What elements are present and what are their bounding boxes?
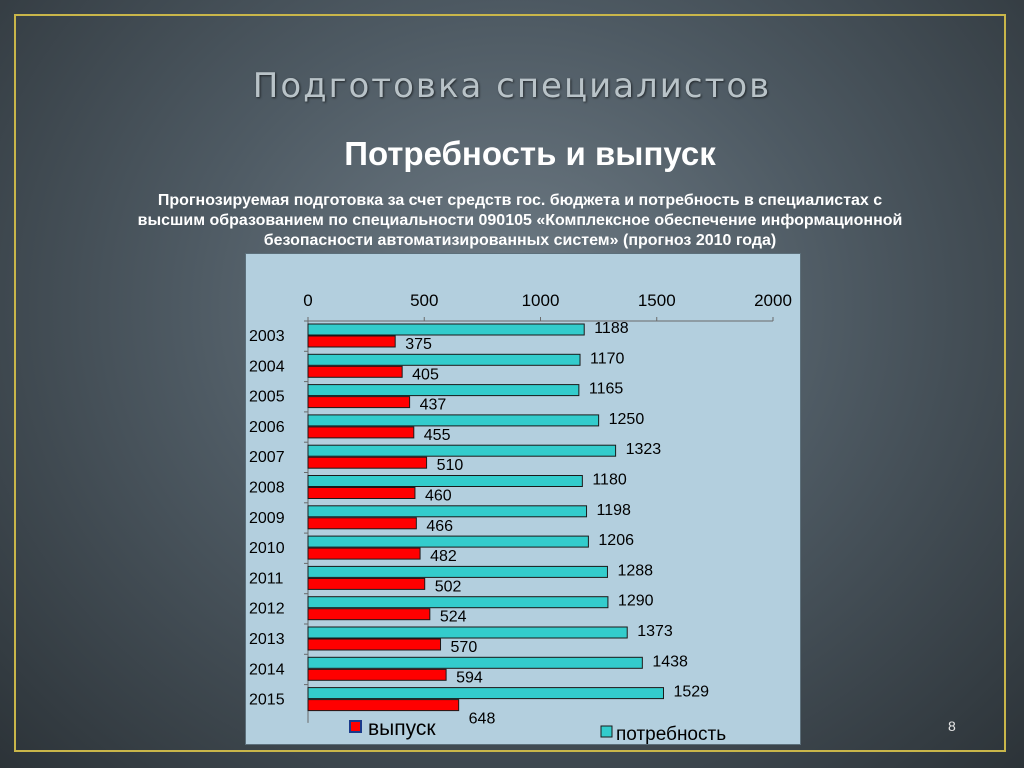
- legend-label-vypusk: выпуск: [368, 717, 436, 740]
- bar-vypusk: [307, 638, 442, 651]
- bar-potrebnost: [307, 596, 609, 609]
- chart-panel: 0 500 1000 1500 2000 2003 1188 375 2004 1170 405 20…: [245, 253, 801, 745]
- category-label: 2013: [249, 631, 285, 648]
- data-label-vypusk: 455: [424, 427, 451, 444]
- bar-potrebnost: [307, 656, 643, 669]
- description-line-2: высшим образованием по специальности 090…: [137, 212, 903, 229]
- page-number: 8: [948, 718, 956, 734]
- data-label-vypusk: 375: [405, 336, 432, 353]
- category-label: 2003: [249, 328, 285, 345]
- bar-potrebnost: [307, 565, 608, 578]
- legend-label-potrebnost: потребность: [616, 724, 726, 745]
- bar-potrebnost: [307, 444, 617, 457]
- legend-swatch-potrebnost: [600, 725, 613, 738]
- data-label-vypusk: 524: [440, 609, 467, 626]
- bar-vypusk: [307, 365, 403, 378]
- category-label: 2010: [249, 540, 285, 557]
- bar-vypusk: [307, 396, 411, 409]
- bar-vypusk: [307, 547, 421, 560]
- category-label: 2008: [249, 480, 285, 497]
- category-label: 2011: [249, 570, 284, 587]
- bar-potrebnost: [307, 475, 583, 487]
- bar-vypusk: [307, 487, 416, 499]
- data-label-potrebnost: 1373: [637, 623, 673, 640]
- category-label: 2014: [249, 661, 285, 678]
- bar-vypusk: [307, 699, 460, 712]
- slide-title: Подготовка специалистов: [252, 66, 772, 106]
- bar-potrebnost: [307, 323, 585, 336]
- bar-vypusk: [307, 335, 396, 348]
- description-line-3: безопасности автоматизированных систем» …: [263, 232, 777, 249]
- description-line-1: Прогнозируемая подготовка за счет средст…: [157, 192, 883, 209]
- bar-chart: 0 500 1000 1500 2000 2003 1188 375 2004 1170 405 20…: [249, 291, 792, 745]
- bar-vypusk: [307, 577, 426, 590]
- bar-potrebnost: [307, 505, 588, 518]
- data-label-vypusk: 570: [451, 639, 478, 656]
- data-label-potrebnost: 1180: [592, 472, 627, 489]
- data-label-vypusk: 502: [435, 578, 462, 595]
- data-label-potrebnost: 1206: [598, 532, 634, 549]
- bar-vypusk: [307, 608, 431, 621]
- data-label-potrebnost: 1165: [589, 381, 624, 398]
- bar-vypusk: [307, 426, 415, 439]
- data-label-potrebnost: 1529: [673, 684, 709, 701]
- data-label-vypusk: 648: [469, 711, 496, 728]
- x-tick-label: 2000: [754, 291, 792, 310]
- legend-swatch-vypusk: [349, 720, 362, 733]
- x-tick-label: 1500: [638, 291, 676, 310]
- data-label-potrebnost: 1198: [597, 502, 632, 519]
- data-label-potrebnost: 1188: [594, 320, 629, 337]
- slide-description: Прогнозируемая подготовка за счет средст…: [70, 191, 970, 251]
- category-label: 2009: [249, 510, 285, 527]
- data-label-potrebnost: 1290: [618, 593, 654, 610]
- data-label-vypusk: 594: [456, 669, 483, 686]
- bar-potrebnost: [307, 353, 581, 366]
- data-label-potrebnost: 1250: [609, 411, 645, 428]
- bar-potrebnost: [307, 535, 589, 548]
- bar-vypusk: [307, 668, 447, 681]
- category-label: 2012: [249, 601, 285, 618]
- data-label-vypusk: 466: [426, 518, 453, 535]
- bar-potrebnost: [307, 414, 600, 427]
- slide-frame: [14, 14, 1006, 752]
- data-label-vypusk: 437: [420, 397, 447, 414]
- data-label-vypusk: 510: [437, 457, 464, 474]
- category-label: 2006: [249, 419, 285, 436]
- data-label-vypusk: 460: [425, 488, 452, 505]
- data-label-potrebnost: 1170: [590, 350, 625, 367]
- category-label: 2004: [249, 358, 285, 375]
- data-label-potrebnost: 1438: [652, 653, 688, 670]
- bar-potrebnost: [307, 687, 664, 700]
- x-tick-label: 0: [303, 291, 312, 310]
- category-label: 2007: [249, 449, 285, 466]
- data-label-vypusk: 405: [412, 366, 439, 383]
- slide-subtitle: Потребность и выпуск: [344, 135, 716, 172]
- category-label: 2005: [249, 389, 285, 406]
- category-label: 2015: [249, 692, 285, 709]
- data-label-potrebnost: 1323: [626, 441, 662, 458]
- bar-potrebnost: [307, 384, 580, 397]
- bar-vypusk: [307, 456, 428, 469]
- data-label-potrebnost: 1288: [617, 562, 653, 579]
- data-label-vypusk: 482: [430, 548, 457, 565]
- bar-potrebnost: [307, 626, 628, 639]
- bar-vypusk: [307, 517, 417, 530]
- x-tick-label: 500: [410, 291, 438, 310]
- x-tick-label: 1000: [522, 291, 560, 310]
